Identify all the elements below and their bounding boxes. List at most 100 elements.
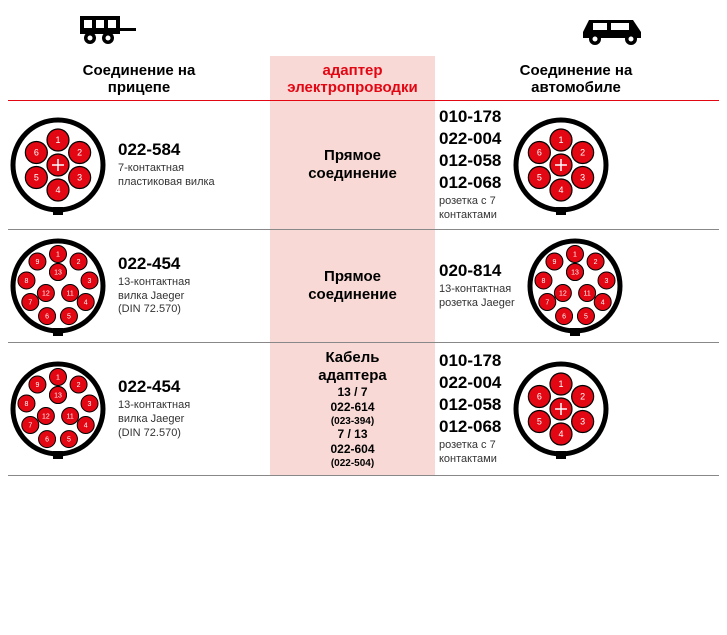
- svg-text:3: 3: [581, 172, 586, 182]
- part-desc: 7-контактнаяпластиковая вилка: [118, 162, 215, 190]
- svg-text:1: 1: [56, 251, 60, 258]
- table-row: 12345678910111213 022-45413-контактнаяви…: [8, 230, 719, 343]
- adapter-text: 13 / 7: [337, 385, 367, 401]
- svg-text:5: 5: [67, 313, 71, 320]
- adapter-text: 7 / 13: [337, 427, 367, 443]
- part-code: 010-178: [439, 351, 501, 371]
- part-code: 010-178: [439, 107, 501, 127]
- left-cell: 123456 022-5847-контактнаяпластиковая ви…: [8, 101, 270, 229]
- svg-text:6: 6: [45, 436, 49, 443]
- part-code: 012-058: [439, 151, 501, 171]
- part-code: 022-004: [439, 129, 501, 149]
- svg-text:2: 2: [77, 258, 81, 265]
- car-icon: [579, 12, 649, 46]
- table-row: 12345678910111213 022-45413-контактнаяви…: [8, 343, 719, 476]
- svg-text:7: 7: [28, 299, 32, 306]
- part-desc: 13-контактнаявилка Jaeger(DIN 72.570): [118, 276, 190, 317]
- svg-text:3: 3: [77, 172, 82, 182]
- adapter-text: (023-394): [331, 416, 374, 427]
- header-mid: адаптерэлектропроводки: [270, 56, 435, 100]
- svg-text:12: 12: [42, 290, 50, 297]
- svg-text:13: 13: [571, 269, 579, 276]
- right-cell: 020-81413-контактнаярозетка Jaeger 12345…: [435, 230, 717, 342]
- part-code: 022-584: [118, 140, 215, 160]
- svg-text:3: 3: [604, 277, 608, 284]
- svg-text:4: 4: [84, 422, 88, 429]
- header-right: Соединение наавтомобиле: [435, 56, 717, 100]
- svg-text:2: 2: [77, 382, 81, 389]
- svg-text:11: 11: [583, 290, 590, 297]
- trailer-icon: [78, 12, 138, 46]
- adapter-text: 022-604: [330, 442, 374, 458]
- svg-text:1: 1: [573, 251, 577, 258]
- left-cell: 12345678910111213 022-45413-контактнаяви…: [8, 230, 270, 342]
- svg-text:9: 9: [35, 258, 39, 265]
- connector-13pin-icon: 12345678910111213: [8, 359, 108, 459]
- svg-text:8: 8: [25, 277, 29, 284]
- right-text: 020-81413-контактнаярозетка Jaeger: [439, 261, 515, 311]
- svg-text:5: 5: [537, 172, 542, 182]
- svg-text:9: 9: [552, 258, 556, 265]
- part-code: 012-058: [439, 395, 501, 415]
- svg-text:2: 2: [593, 258, 597, 265]
- svg-text:5: 5: [67, 436, 71, 443]
- mid-cell: Кабельадаптера13 / 7022-614(023-394)7 / …: [270, 343, 435, 475]
- mid-cell: Прямоесоединение: [270, 101, 435, 229]
- part-code: 022-454: [118, 377, 190, 397]
- connector-13pin-icon: 12345678910111213: [525, 236, 625, 336]
- svg-text:4: 4: [55, 185, 60, 195]
- adapter-text: соединение: [308, 286, 397, 304]
- svg-text:4: 4: [600, 299, 604, 306]
- adapter-text: Кабель: [325, 349, 379, 367]
- svg-text:2: 2: [581, 391, 586, 401]
- svg-text:7: 7: [28, 422, 32, 429]
- part-desc: розетка с 7контактами: [439, 195, 501, 223]
- vehicle-icons: [8, 12, 719, 46]
- connector-7pin-icon: 123456: [511, 359, 611, 459]
- svg-text:6: 6: [562, 313, 566, 320]
- part-code: 012-068: [439, 173, 501, 193]
- svg-text:5: 5: [584, 313, 588, 320]
- svg-text:8: 8: [541, 277, 545, 284]
- part-code: 020-814: [439, 261, 515, 281]
- connector-13pin-icon: 12345678910111213: [8, 236, 108, 336]
- svg-text:6: 6: [537, 391, 542, 401]
- svg-text:12: 12: [42, 413, 50, 420]
- svg-text:11: 11: [66, 290, 73, 297]
- svg-text:9: 9: [35, 382, 39, 389]
- adapter-text: 022-614: [330, 400, 374, 416]
- left-cell: 12345678910111213 022-45413-контактнаяви…: [8, 343, 270, 475]
- svg-text:1: 1: [56, 374, 60, 381]
- part-code: 012-068: [439, 417, 501, 437]
- svg-text:5: 5: [537, 416, 542, 426]
- svg-text:4: 4: [559, 429, 564, 439]
- table-row: 1 2 3 4 5 6 022-5847-контактнаяпластиковая ви…: [8, 101, 719, 230]
- part-desc: розетка с 7контактами: [439, 439, 501, 467]
- svg-text:11: 11: [66, 413, 73, 420]
- header-left: Соединение наприцепе: [8, 56, 270, 100]
- svg-text:12: 12: [559, 290, 567, 297]
- svg-text:2: 2: [77, 147, 82, 157]
- adapter-text: Прямое: [324, 147, 381, 165]
- right-cell: 010-178022-004012-058012-068розетка с 7к…: [435, 101, 717, 229]
- svg-text:6: 6: [34, 147, 39, 157]
- table-body: 123456 022-5847-контактнаяпластиковая ви…: [8, 101, 719, 476]
- table-header: Соединение наприцепе адаптерэлектропрово…: [8, 56, 719, 101]
- right-cell: 010-178022-004012-058012-068розетка с 7к…: [435, 343, 717, 475]
- right-text: 010-178022-004012-058012-068розетка с 7к…: [439, 351, 501, 467]
- part-code: 022-454: [118, 254, 190, 274]
- svg-text:8: 8: [25, 401, 29, 408]
- adapter-text: соединение: [308, 165, 397, 183]
- svg-text:13: 13: [54, 392, 62, 399]
- part-code: 022-004: [439, 373, 501, 393]
- connector-7pin-icon: 123456: [8, 115, 108, 215]
- svg-text:1: 1: [559, 135, 564, 145]
- svg-text:2: 2: [581, 147, 586, 157]
- svg-text:4: 4: [84, 299, 88, 306]
- svg-text:4: 4: [559, 185, 564, 195]
- svg-text:6: 6: [537, 147, 542, 157]
- svg-text:13: 13: [54, 269, 62, 276]
- svg-text:3: 3: [88, 401, 92, 408]
- mid-cell: Прямоесоединение: [270, 230, 435, 342]
- svg-text:1: 1: [55, 135, 60, 145]
